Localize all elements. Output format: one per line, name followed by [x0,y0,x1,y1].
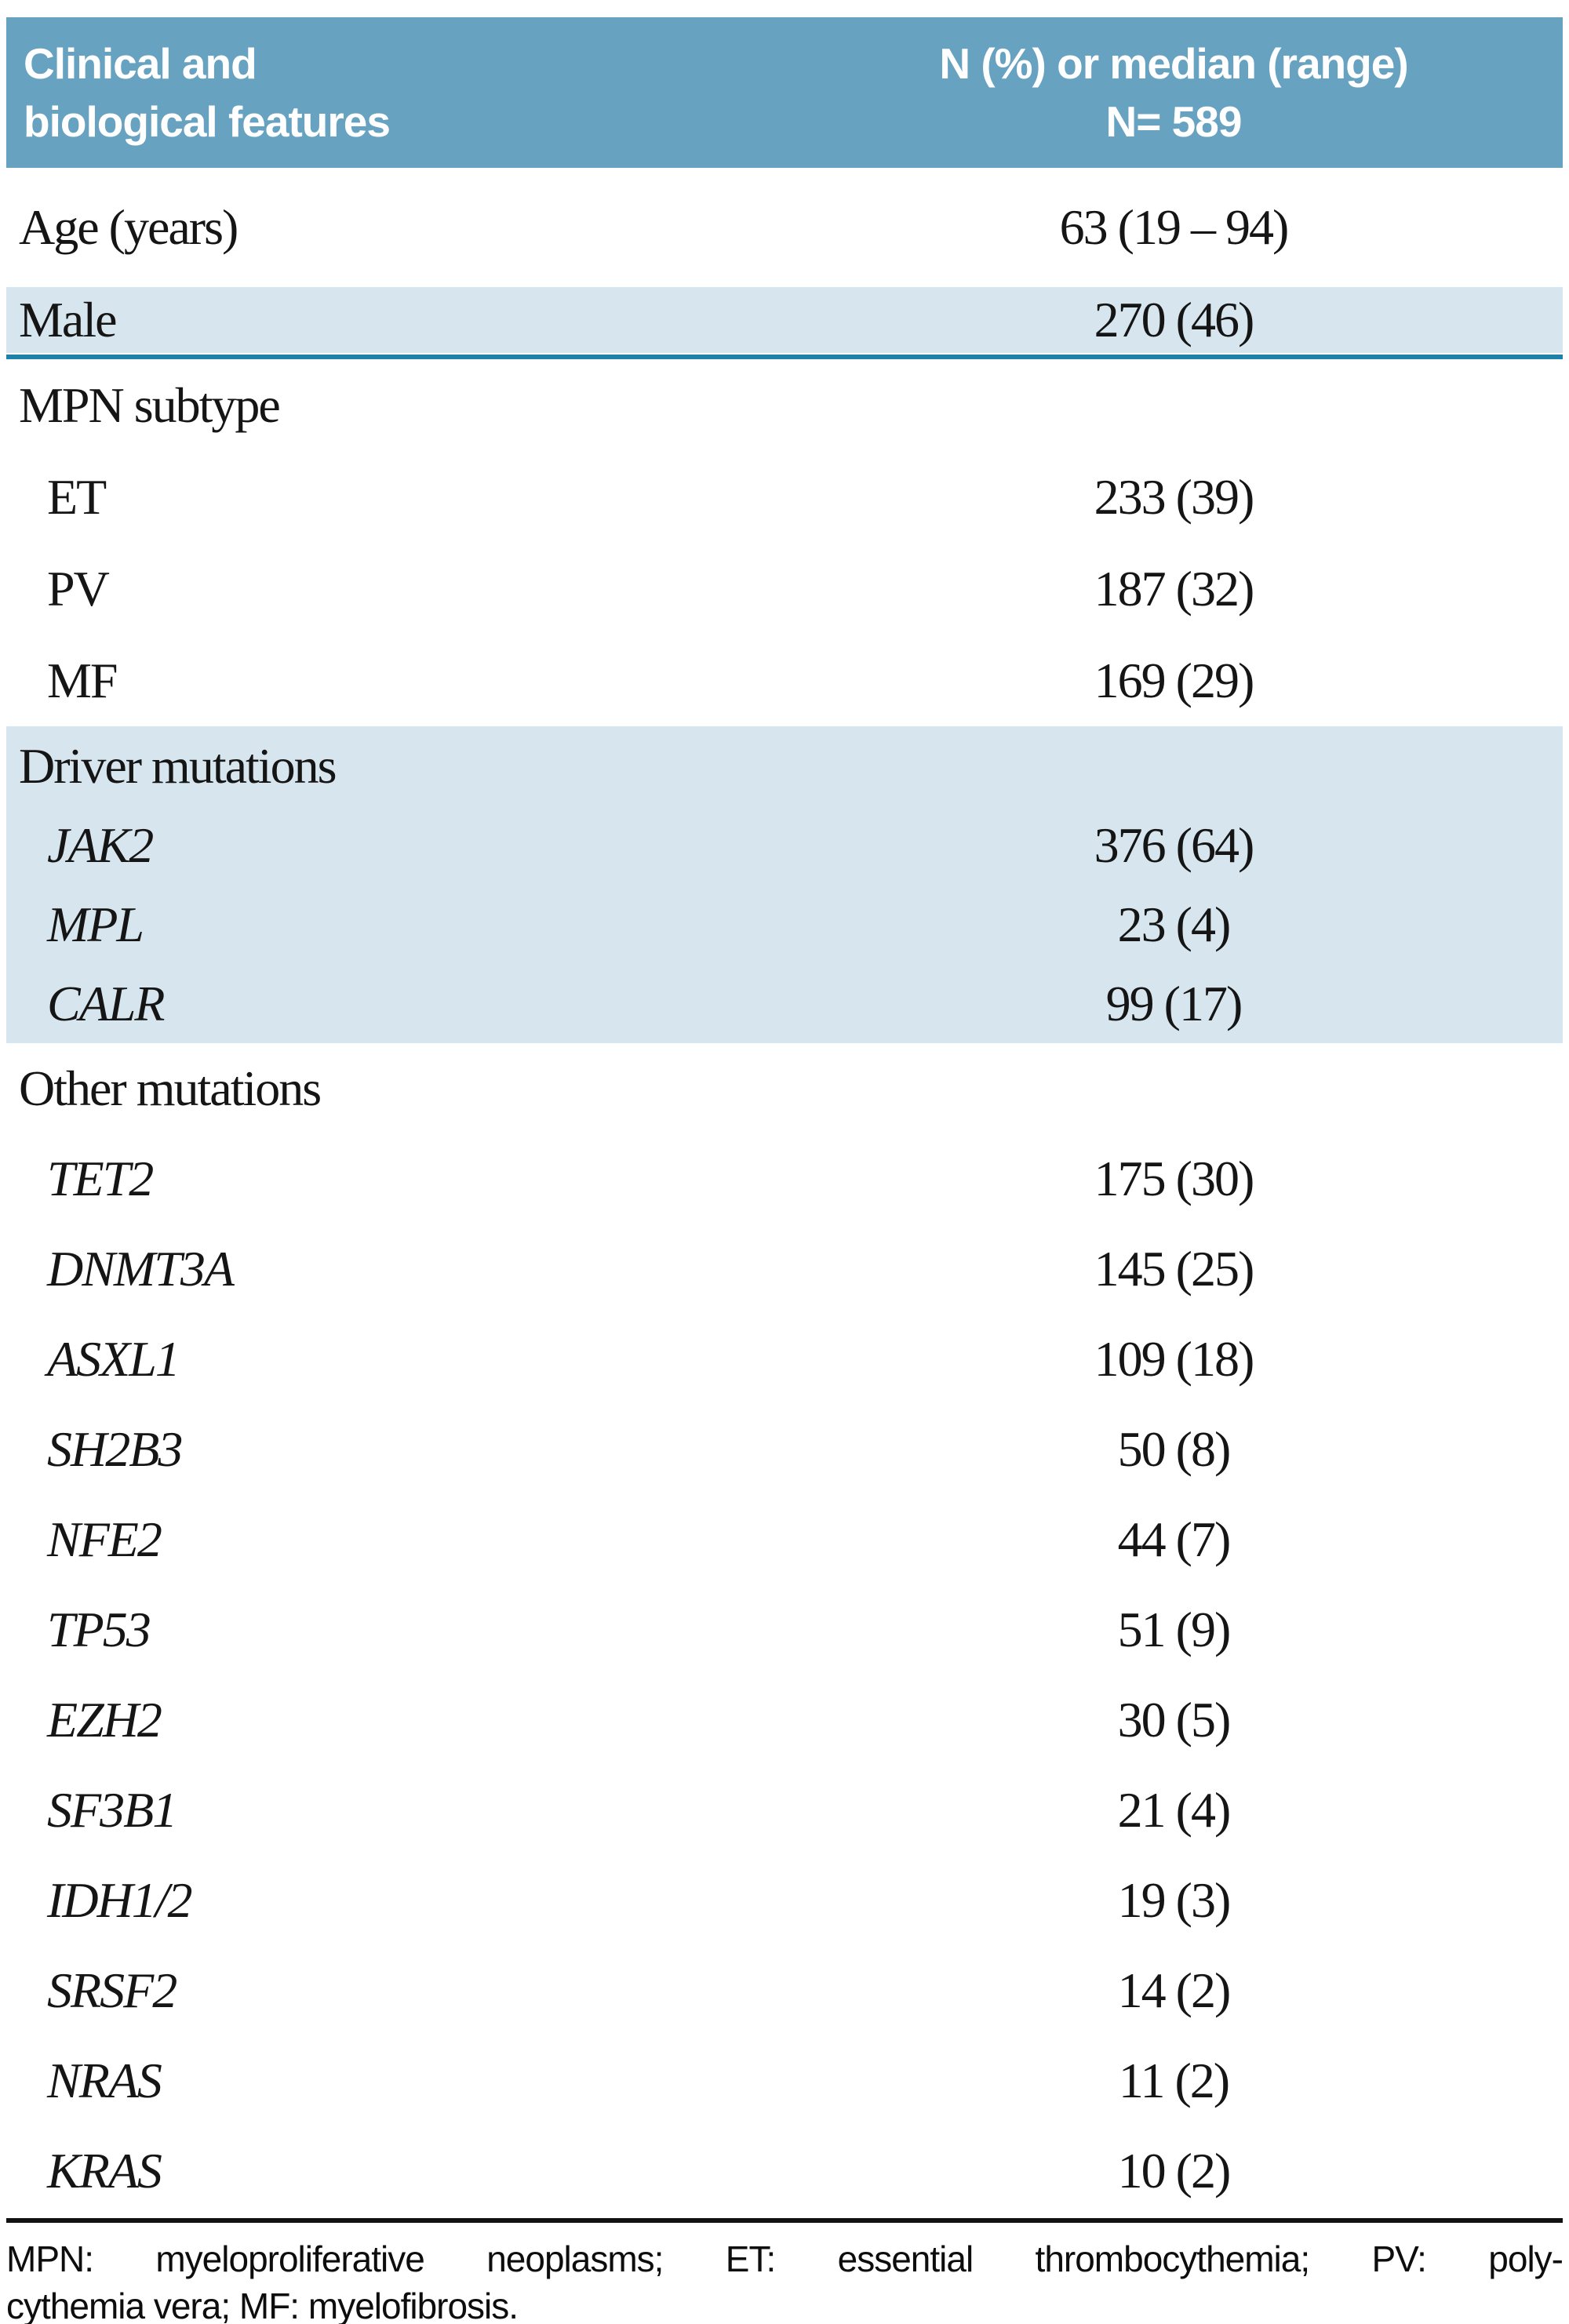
table-row: Age (years) 63 (19 – 94) [6,168,1563,287]
table-footnote: MPN: myeloproliferative neoplasms; ET: e… [6,2235,1564,2324]
table-row: ET 233 (39) [6,451,1563,543]
header-col2-line1: N (%) or median (range) [939,39,1408,88]
row-value: 187 (32) [1094,560,1255,616]
table-row: Male 270 (46) [6,287,1563,353]
row-label: SF3B1 [47,1781,177,1838]
row-value: 21 (4) [1117,1781,1232,1838]
row-label: MPL [47,896,144,952]
bottom-rule [6,2218,1563,2223]
row-label: ET [47,468,107,525]
row-value: 63 (19 – 94) [1059,199,1290,255]
row-value: 19 (3) [1117,1871,1232,1928]
section-other_mutations: Other mutations TET2 175 (30) DNMT3A 145 (25… [6,1043,1563,2216]
section-age: Age (years) 63 (19 – 94) [6,168,1563,287]
table-row: SRSF2 14 (2) [6,1945,1563,2035]
row-value: 233 (39) [1094,468,1255,525]
row-label: SRSF2 [47,1962,177,2018]
table-row: SH2B3 50 (8) [6,1404,1563,1494]
table-row: MPN subtype [6,359,1563,451]
row-value: 145 (25) [1094,1240,1255,1297]
table-row: IDH1/2 19 (3) [6,1855,1563,1945]
row-label: SH2B3 [47,1420,183,1477]
section-driver_mutations: Driver mutations JAK2 376 (64) MPL 23 (4) CAL… [6,726,1563,1043]
row-value: 11 (2) [1118,2052,1230,2108]
section-mpn_subtype: MPN subtype ET 233 (39) PV 187 (32) MF 169 (29… [6,359,1563,726]
row-value: 376 (64) [1094,816,1255,873]
table-row: MF 169 (29) [6,635,1563,726]
table-row: NRAS 11 (2) [6,2035,1563,2126]
footnote-line2: cythemia vera; MF: myelofibrosis. [6,2286,519,2324]
table-row: JAK2 376 (64) [6,806,1563,885]
row-value: 14 (2) [1117,1962,1232,2018]
table-row: KRAS 10 (2) [6,2126,1563,2216]
row-value: 175 (30) [1094,1150,1255,1206]
row-value: 30 (5) [1117,1691,1232,1748]
row-label: MPN subtype [19,376,281,433]
footnote-line1: MPN: myeloproliferative neoplasms; ET: e… [6,2239,1564,2279]
header-col1-line2: biological features [24,97,391,146]
table-row: MPL 23 (4) [6,885,1563,964]
row-label: NRAS [47,2052,162,2108]
row-label: JAK2 [47,816,154,873]
row-label: Driver mutations [19,737,337,794]
header-col1-line1: Clinical and [24,39,257,88]
row-label: DNMT3A [47,1240,235,1297]
row-value: 169 (29) [1094,652,1255,708]
row-label: Male [19,292,117,347]
row-label: MF [47,652,118,708]
table-row: Driver mutations [6,726,1563,806]
section-male: Male 270 (46) [6,287,1563,353]
table-row: SF3B1 21 (4) [6,1765,1563,1855]
header-features-column-title: Clinical and biological features [6,35,391,151]
row-label: Age (years) [19,199,238,255]
header-col2-line2: N= 589 [1105,97,1243,146]
row-label: TET2 [47,1150,154,1206]
row-label: TP53 [47,1601,151,1657]
table-row: NFE2 44 (7) [6,1494,1563,1584]
row-value: 51 (9) [1117,1601,1232,1657]
table-body: Age (years) 63 (19 – 94) Male 270 (46) MPN s… [6,168,1563,2223]
row-value: 50 (8) [1117,1420,1232,1477]
row-value: 10 (2) [1117,2142,1232,2199]
row-value: 23 (4) [1117,896,1232,952]
row-label: EZH2 [47,1691,162,1748]
table-row: ASXL1 109 (18) [6,1314,1563,1404]
header-values-column-title: N (%) or median (range) N= 589 [862,35,1485,151]
table-row: CALR 99 (17) [6,964,1563,1043]
row-label: Other mutations [19,1060,322,1116]
row-label: ASXL1 [47,1330,180,1387]
row-label: KRAS [47,2142,162,2199]
row-value: 99 (17) [1105,975,1243,1031]
table-row: DNMT3A 145 (25) [6,1224,1563,1314]
teal-divider [6,355,1563,359]
row-label: NFE2 [47,1511,162,1567]
row-label: CALR [47,975,165,1031]
table-row: TP53 51 (9) [6,1584,1563,1675]
row-value: 109 (18) [1094,1330,1255,1387]
table-row: EZH2 30 (5) [6,1675,1563,1765]
row-label: IDH1/2 [47,1871,193,1928]
row-value: 270 (46) [1094,292,1255,347]
table-row: PV 187 (32) [6,543,1563,635]
row-label: PV [47,560,110,616]
table-header: Clinical and biological features N (%) o… [6,17,1563,168]
table-row: TET2 175 (30) [6,1133,1563,1224]
row-value: 44 (7) [1117,1511,1232,1567]
table-row: Other mutations [6,1043,1563,1133]
